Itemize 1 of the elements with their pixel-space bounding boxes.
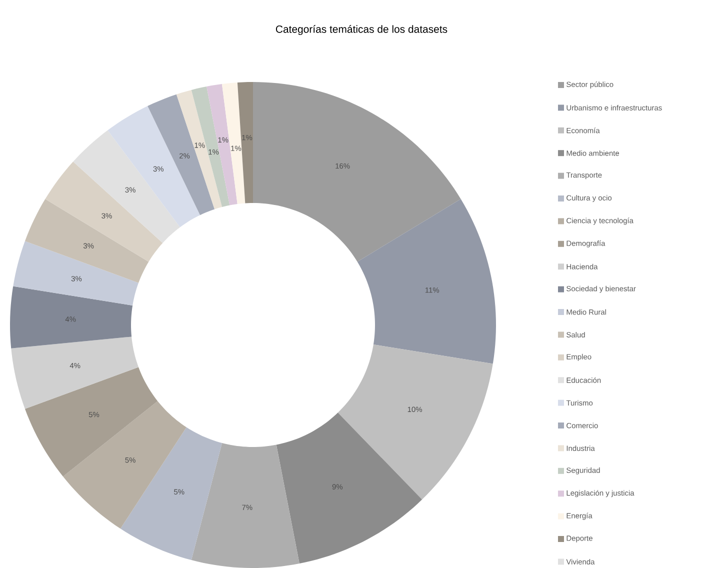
chart-title: Categorías temáticas de los datasets bbox=[276, 25, 448, 35]
